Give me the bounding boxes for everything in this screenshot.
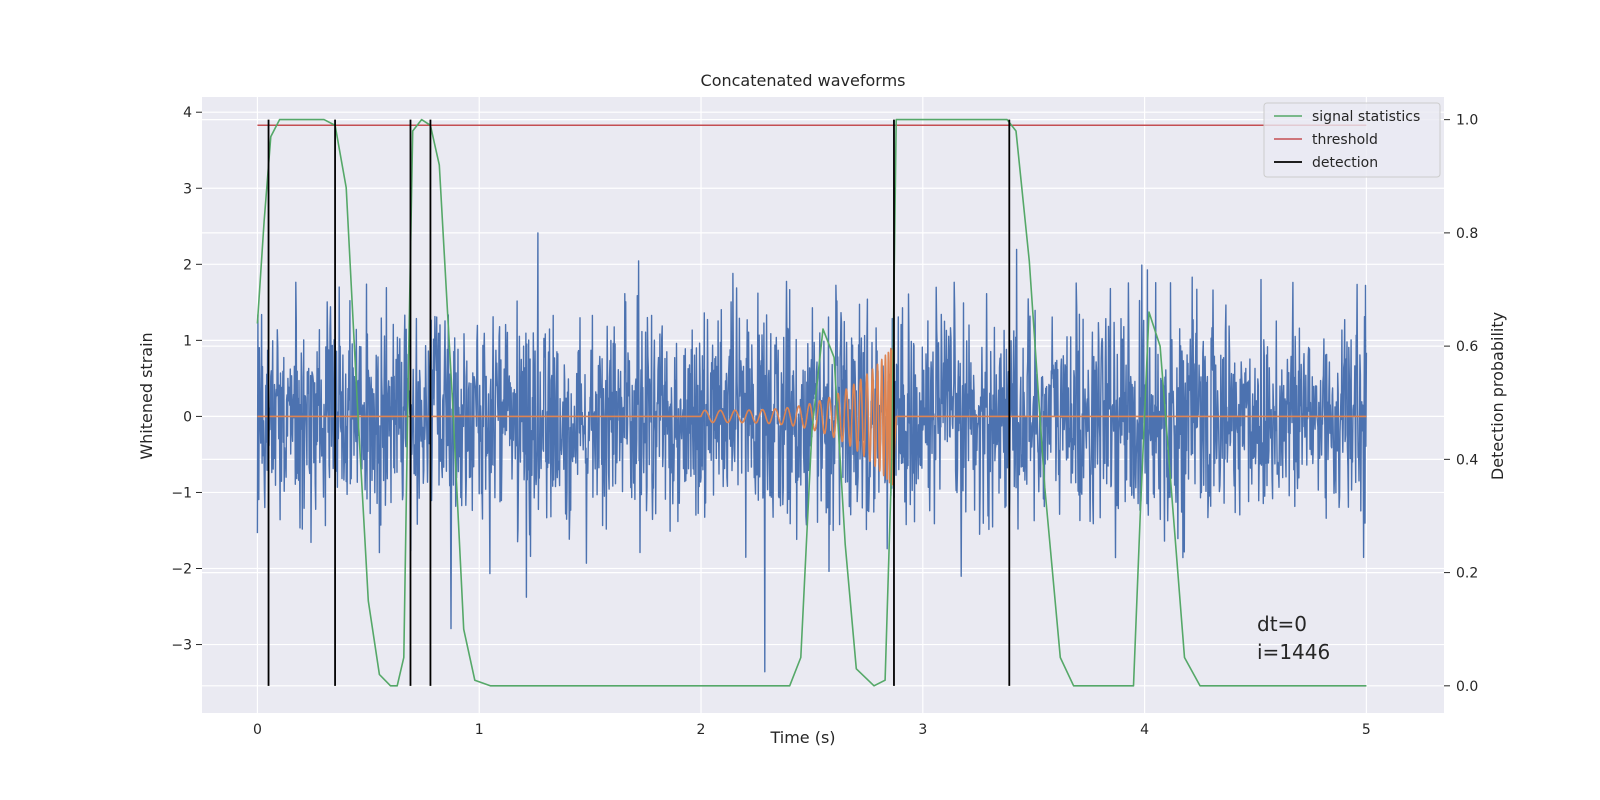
y2-tick-label: 0.0 xyxy=(1456,679,1478,695)
y2-tick-label: 0.2 xyxy=(1456,566,1478,582)
y-tick-label: 0 xyxy=(183,409,192,425)
injected-waveform-line xyxy=(257,347,1367,486)
chart-title: Concatenated waveforms xyxy=(701,71,906,90)
x-tick-label: 3 xyxy=(918,722,927,738)
signal-statistics-line xyxy=(256,118,1367,687)
x-tick-label: 2 xyxy=(697,722,706,738)
x-tick-label: 5 xyxy=(1362,722,1371,738)
x-tick-label: 4 xyxy=(1140,722,1149,738)
y-tick-label: −1 xyxy=(171,485,192,501)
legend-label-threshold: threshold xyxy=(1312,132,1378,148)
y-tick-label: −3 xyxy=(171,638,192,654)
annotation-block: dt=0 i=1446 xyxy=(1257,612,1330,664)
x-tick-label: 1 xyxy=(475,722,484,738)
y-tick-label: 1 xyxy=(183,333,192,349)
y2-tick-label: 0.8 xyxy=(1456,226,1478,242)
legend: signal statistics threshold detection xyxy=(1263,102,1441,178)
y-axis-label: Whitened strain xyxy=(137,332,156,459)
legend-label-detection: detection xyxy=(1312,155,1378,171)
y-tick-label: −2 xyxy=(171,562,192,578)
y2-axis-label: Detection probability xyxy=(1488,312,1507,480)
annotation-index: i=1446 xyxy=(1257,640,1330,664)
y2-tick-label: 1.0 xyxy=(1456,113,1478,129)
x-tick-label: 0 xyxy=(253,722,262,738)
y-tick-label: 2 xyxy=(183,257,192,273)
y2-tick-label: 0.6 xyxy=(1456,339,1478,355)
y2-tick-label: 0.4 xyxy=(1456,452,1478,468)
x-axis-label: Time (s) xyxy=(769,728,835,747)
legend-frame xyxy=(1263,102,1441,178)
legend-label-signal-statistics: signal statistics xyxy=(1312,109,1420,125)
y-tick-label: 4 xyxy=(183,105,192,121)
annotation-dt: dt=0 xyxy=(1257,612,1307,636)
y-tick-label: 3 xyxy=(183,181,192,197)
